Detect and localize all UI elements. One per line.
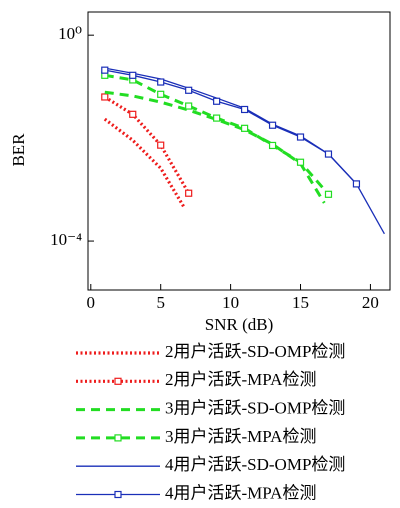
y-axis-label: BER [9,133,28,167]
point-marker [240,105,249,114]
point-marker [157,90,165,98]
y-tick-label: 10⁻⁴ [50,230,82,249]
point-marker [185,189,193,197]
point-marker [324,150,333,158]
point-marker [129,71,137,79]
legend-label: 2用户活跃-MPA检测 [165,370,316,389]
series-line [104,69,357,185]
x-tick-label: 10 [222,293,239,312]
point-marker [296,133,305,141]
point-marker [185,86,193,94]
point-marker [101,66,109,74]
y-tick-label: 10⁰ [58,24,82,43]
x-tick-label: 20 [362,293,379,312]
legend-label: 4用户活跃-MPA检测 [165,483,316,502]
plot-frame [87,11,391,291]
series-line [103,95,191,195]
legend-marker [114,490,122,499]
point-marker [101,93,109,101]
legend-marker [114,434,122,442]
point-marker [157,141,165,149]
point-marker [129,110,137,118]
series-line [104,90,326,204]
legend-label: 3用户活跃-SD-OMP检测 [165,399,345,418]
point-marker [213,114,221,122]
legend-label: 4用户活跃-SD-OMP检测 [165,455,345,474]
x-tick-label: 5 [156,293,165,312]
point-marker [213,97,221,105]
legend-marker [114,377,122,385]
point-marker [240,124,249,132]
series-line [103,117,186,209]
point-marker [157,78,165,86]
point-marker [268,141,277,150]
legend-label: 2用户活跃-SD-OMP检测 [165,342,345,361]
series-line [104,67,385,235]
point-marker [268,121,277,129]
point-marker [296,158,305,166]
point-marker [352,180,361,188]
point-marker [324,190,333,198]
x-axis-label: SNR (dB) [205,315,273,334]
legend-label: 3用户活跃-MPA检测 [165,427,316,446]
x-tick-label: 15 [292,293,309,312]
point-marker [185,102,193,110]
x-tick-label: 0 [87,293,96,312]
